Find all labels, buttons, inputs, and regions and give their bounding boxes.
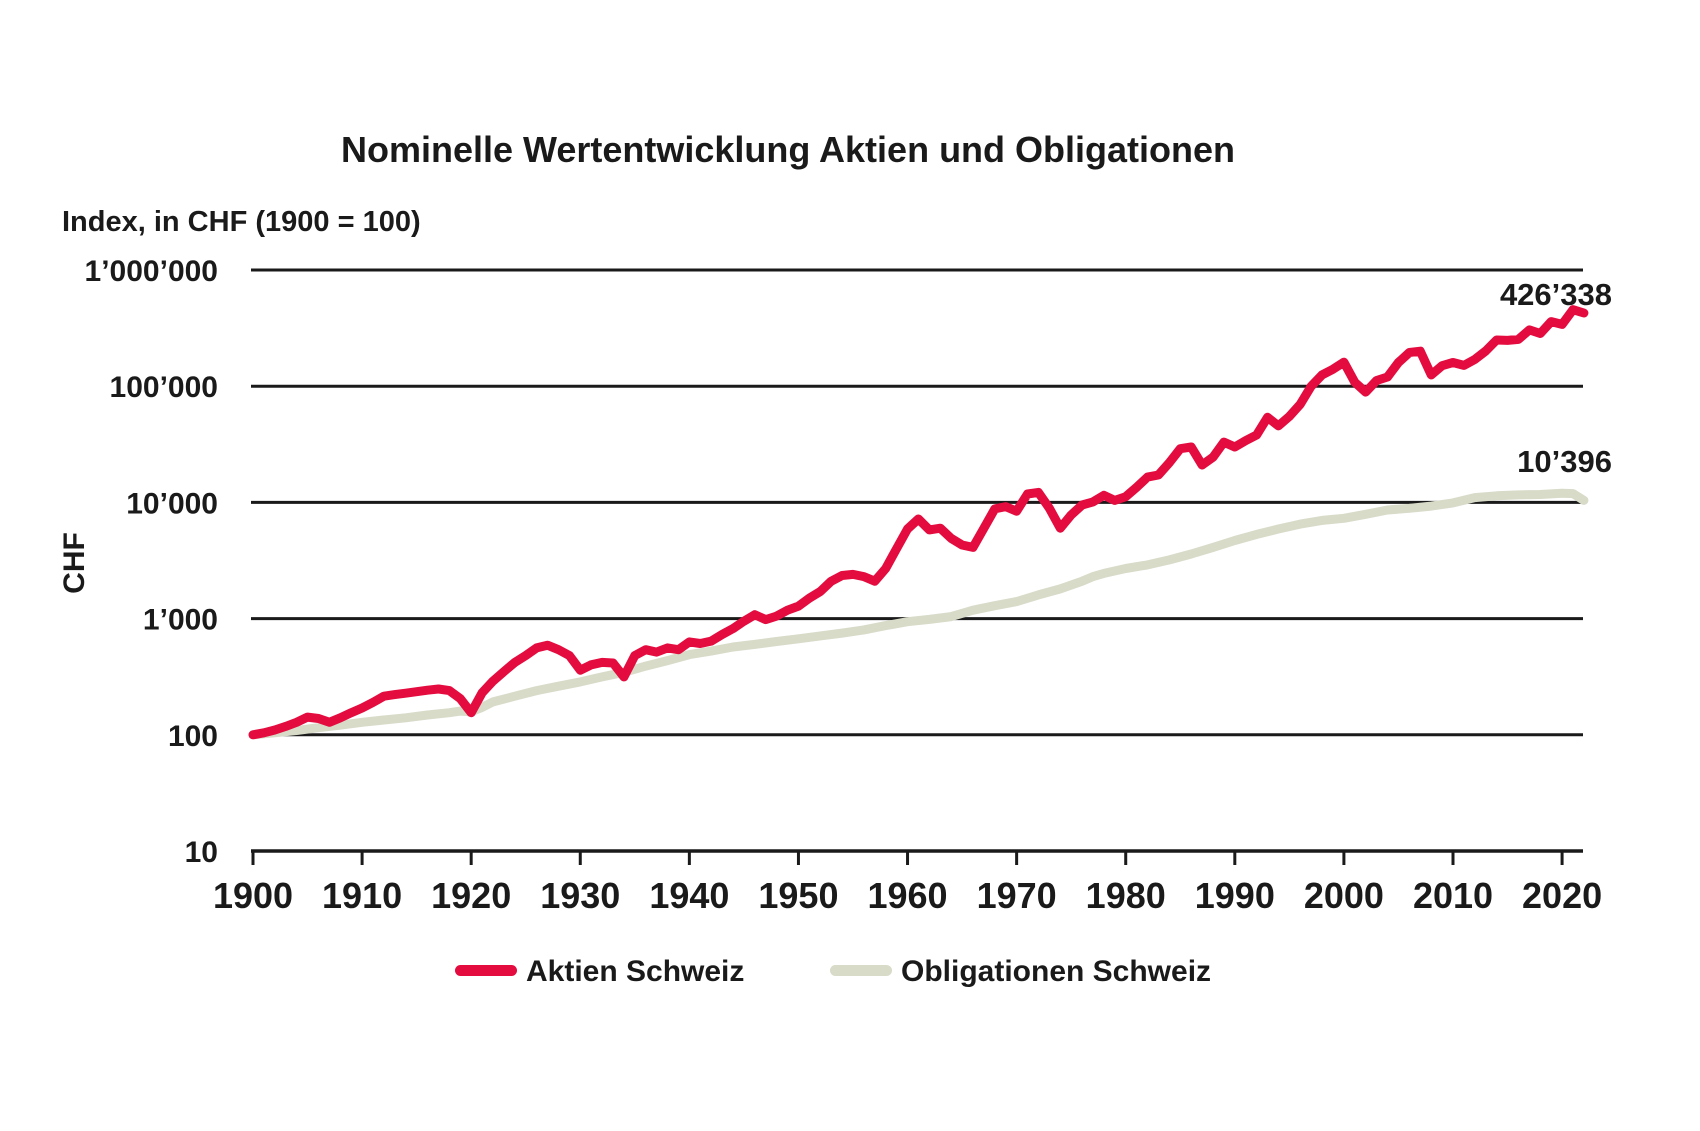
y-tick-label: 1’000 xyxy=(143,604,218,637)
y-tick-label: 100 xyxy=(168,720,218,753)
x-tick-label: 2010 xyxy=(1413,875,1493,916)
aktien-schweiz-line xyxy=(248,305,1589,740)
x-tick-label: 1950 xyxy=(758,875,838,916)
aktien-end-value-label: 426’338 xyxy=(1500,277,1612,312)
x-tick-label: 1900 xyxy=(213,875,293,916)
obligationen-schweiz-line xyxy=(248,488,1589,740)
chart-title: Nominelle Wertentwicklung Aktien und Obl… xyxy=(341,129,1235,170)
obligationen-legend-label: Obligationen Schweiz xyxy=(901,955,1211,988)
x-tick-label: 1940 xyxy=(649,875,729,916)
chart-subtitle: Index, in CHF (1900 = 100) xyxy=(62,206,421,238)
y-tick-label: 10 xyxy=(185,836,218,869)
y-axis-tick-labels: 1’000’000 100’000 10’000 1’000 100 10 xyxy=(85,255,218,869)
gridlines xyxy=(251,268,1583,737)
x-tick-label: 1910 xyxy=(322,875,402,916)
x-tick-label: 1990 xyxy=(1195,875,1275,916)
x-tick-label: 2020 xyxy=(1522,875,1602,916)
x-axis: 1900 1910 1920 1930 1940 1950 1960 1970 1980 1990… xyxy=(213,849,1602,916)
aktien-legend-swatch xyxy=(455,965,517,976)
obligationen-end-value-label: 10’396 xyxy=(1517,444,1612,479)
x-tick-label: 1970 xyxy=(977,875,1057,916)
x-tick-label: 1960 xyxy=(867,875,947,916)
y-axis-title: CHF xyxy=(58,532,91,594)
legend: Aktien Schweiz Obligationen Schweiz xyxy=(455,955,1211,988)
x-tick-label: 2000 xyxy=(1304,875,1384,916)
obligationen-legend-swatch xyxy=(830,965,892,976)
aktien-legend-label: Aktien Schweiz xyxy=(526,955,744,988)
x-tick-label: 1930 xyxy=(540,875,620,916)
series-lines xyxy=(248,305,1589,740)
x-tick-label: 1920 xyxy=(431,875,511,916)
y-tick-label: 1’000’000 xyxy=(85,255,218,288)
y-tick-label: 100’000 xyxy=(110,371,218,404)
x-tick-label: 1980 xyxy=(1086,875,1166,916)
y-tick-label: 10’000 xyxy=(126,487,218,520)
